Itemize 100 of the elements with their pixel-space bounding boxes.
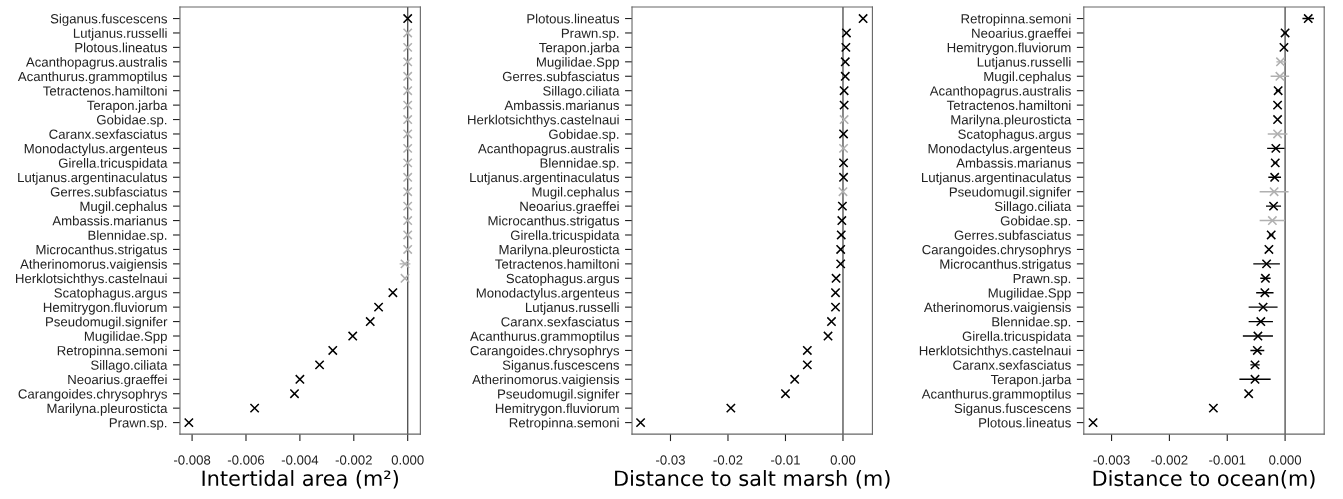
point bbox=[402, 157, 413, 168]
y-tick-label: Siganus.fuscescens bbox=[954, 403, 1071, 416]
y-tick-label: Plotous.lineatus bbox=[75, 42, 167, 53]
y-tick-label: Neoarius.graeffei bbox=[972, 28, 1071, 41]
point bbox=[347, 331, 358, 341]
point bbox=[1270, 157, 1281, 168]
point bbox=[835, 244, 846, 255]
point bbox=[802, 345, 813, 356]
y-tick-label: Atherinomorus.vaigiensis bbox=[472, 374, 620, 387]
y-tick-label: Gobidae.sp. bbox=[96, 114, 167, 128]
y-tick-label: Pseudomugil.signifer bbox=[949, 186, 1072, 200]
point bbox=[1272, 114, 1283, 125]
y-tick-label: Lutjanus.argentinaculatus bbox=[470, 172, 620, 185]
point bbox=[823, 331, 833, 341]
y-tick-label: Blennidae.sp. bbox=[88, 230, 167, 243]
point bbox=[1279, 42, 1289, 53]
y-tick-label: Mugilidae.Spp bbox=[536, 57, 619, 70]
y-tick-label: Acanthurus.grammoptilus bbox=[17, 71, 167, 84]
y-tick-label: Sillago.ciliata bbox=[543, 85, 620, 99]
y-tick-label: Hemitrygon.fluviorum bbox=[495, 403, 619, 416]
y-tick-label: Caranx.sexfasciatus bbox=[501, 316, 620, 327]
point bbox=[826, 316, 837, 327]
x-tick-label: -0.004 bbox=[281, 455, 319, 465]
y-tick-label: Microcanthus.strigatus bbox=[36, 244, 167, 257]
y-tick-label: Prawn.sp. bbox=[561, 28, 619, 41]
y-tick-label: Marilyna.pleurosticta bbox=[499, 244, 620, 257]
point bbox=[830, 302, 841, 313]
x-tick-label: -0.002 bbox=[335, 455, 372, 465]
y-tick-label: Terapon.jarba bbox=[990, 374, 1072, 387]
y-tick-label: Caranx.sexfasciatus bbox=[49, 129, 167, 139]
point bbox=[1266, 230, 1277, 240]
point bbox=[840, 71, 851, 82]
point bbox=[1280, 28, 1291, 38]
x-tick-label: 0.000 bbox=[1269, 455, 1302, 465]
y-tick-label: Monodactylus.argenteus bbox=[476, 287, 620, 301]
point bbox=[1088, 417, 1098, 428]
y-tick-label: Mugil.cephalus bbox=[80, 201, 167, 214]
y-tick-label: Ambassis.marianus bbox=[504, 100, 620, 111]
point bbox=[402, 172, 413, 183]
y-tick-label: Carangoides.chrysophrys bbox=[18, 388, 167, 402]
x-tick-label: -0.008 bbox=[173, 455, 211, 465]
point bbox=[249, 403, 260, 414]
y-tick-label: Gerres.subfasciatus bbox=[50, 186, 167, 197]
point bbox=[838, 143, 849, 154]
point bbox=[1273, 85, 1284, 96]
point bbox=[1274, 71, 1285, 82]
y-tick-label: Prawn.sp. bbox=[1013, 273, 1071, 286]
y-tick-label: Neoarius.graeffei bbox=[520, 201, 619, 214]
point bbox=[402, 244, 413, 255]
point bbox=[400, 258, 410, 269]
y-tick-label: Scatophagus.argus bbox=[506, 273, 620, 286]
point bbox=[314, 359, 325, 370]
point bbox=[1259, 287, 1270, 298]
point bbox=[402, 100, 413, 111]
point bbox=[789, 374, 800, 385]
y-tick-label: Blennidae.sp. bbox=[992, 316, 1071, 330]
x-axis-title: Intertidal area (m²) bbox=[202, 470, 398, 489]
y-tick-label: Mugil.cephalus bbox=[984, 71, 1071, 84]
point bbox=[387, 287, 398, 298]
y-tick-label: Acanthurus.grammoptilus bbox=[921, 388, 1071, 402]
point bbox=[840, 56, 851, 67]
x-tick-label: -0.002 bbox=[1151, 455, 1188, 465]
y-tick-label: Gerres.subfasciatus bbox=[954, 230, 1071, 240]
y-tick-label: Siganus.fuscescens bbox=[502, 360, 620, 373]
point bbox=[1268, 201, 1279, 212]
y-tick-label: Sillago.ciliata bbox=[994, 201, 1072, 214]
y-tick-label: Lutjanus.russelli bbox=[977, 57, 1071, 70]
y-tick-label: Monodactylus.argenteus bbox=[24, 143, 167, 156]
y-tick-label: Marilyna.pleurosticta bbox=[47, 403, 168, 416]
y-tick-label: Terapon.jarba bbox=[87, 100, 168, 113]
x-tick-label: 0.00 bbox=[830, 455, 856, 465]
x-tick-label: -0.006 bbox=[227, 455, 265, 465]
y-tick-label: Carangoides.chrysophrys bbox=[470, 345, 620, 358]
y-tick-label: Blennidae.sp. bbox=[540, 158, 619, 171]
point bbox=[780, 388, 791, 399]
y-tick-label: Retropinna.semoni bbox=[509, 417, 619, 431]
point bbox=[837, 201, 848, 212]
point bbox=[402, 230, 413, 240]
y-tick-label: Plotous.lineatus bbox=[527, 13, 620, 24]
y-tick-label: Gobidae.sp. bbox=[549, 129, 619, 142]
point bbox=[373, 302, 384, 313]
point bbox=[1263, 244, 1274, 255]
point bbox=[402, 114, 413, 125]
point bbox=[402, 201, 413, 212]
point bbox=[183, 417, 194, 428]
y-tick-label: Monodactylus.argenteus bbox=[928, 143, 1071, 156]
point bbox=[725, 403, 736, 414]
y-tick-label: Girella.tricuspidata bbox=[962, 331, 1072, 344]
x-tick-label: 0.000 bbox=[391, 455, 424, 465]
y-tick-label: Ambassis.marianus bbox=[52, 215, 167, 226]
y-tick-label: Lutjanus.russelli bbox=[525, 302, 619, 315]
y-tick-label: Caranx.sexfasciatus bbox=[953, 360, 1071, 370]
point bbox=[831, 273, 842, 284]
point bbox=[402, 71, 413, 82]
point bbox=[836, 230, 847, 240]
point bbox=[1208, 403, 1219, 414]
y-tick-label: Acanthurus.grammoptilus bbox=[469, 331, 620, 344]
y-tick-label: Lutjanus.russelli bbox=[73, 28, 167, 41]
point bbox=[839, 85, 850, 96]
y-tick-label: Retropinna.semoni bbox=[961, 13, 1071, 27]
